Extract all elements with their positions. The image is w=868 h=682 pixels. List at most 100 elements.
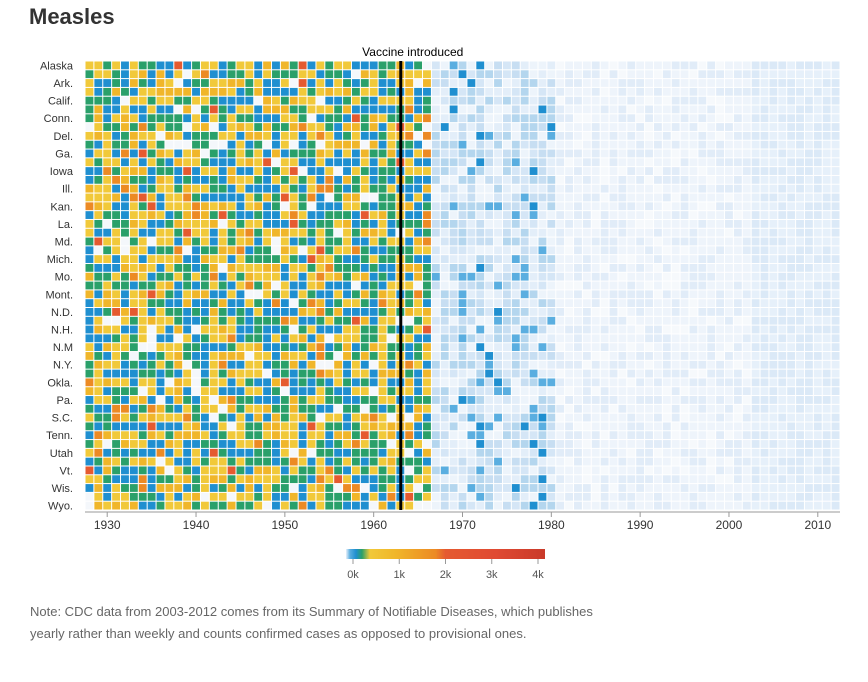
heatmap-cell (698, 263, 707, 272)
heatmap-cell (156, 219, 165, 228)
heatmap-cell (618, 492, 627, 501)
heatmap-cell (494, 272, 502, 281)
heatmap-cell (494, 290, 502, 299)
heatmap-cell (742, 308, 751, 316)
heatmap-cell (520, 114, 529, 123)
heatmap-cell (707, 413, 716, 422)
heatmap-cell (449, 457, 458, 466)
heatmap-cell (94, 237, 103, 246)
heatmap-cell (618, 202, 627, 211)
heatmap-cell (698, 334, 707, 343)
heatmap-cell (574, 290, 582, 299)
heatmap-cell (138, 422, 147, 431)
heatmap-cell (778, 114, 787, 123)
heatmap-cell (209, 448, 218, 457)
heatmap-cell (636, 123, 645, 131)
heatmap-cell (565, 448, 574, 457)
heatmap-cell (280, 484, 289, 492)
heatmap-cell (423, 484, 431, 492)
heatmap-cell (591, 96, 600, 105)
heatmap-cell (733, 202, 742, 211)
heatmap-cell (662, 378, 671, 387)
heatmap-cell (547, 448, 556, 457)
heatmap-cell (254, 325, 263, 334)
heatmap-cell (227, 378, 236, 387)
heatmap-cell (716, 105, 725, 114)
heatmap-cell (831, 501, 840, 510)
heatmap-cell (431, 105, 440, 114)
heatmap-cell (822, 334, 831, 343)
heatmap-cell (476, 175, 485, 184)
heatmap-cell (414, 413, 423, 422)
heatmap-cell (121, 413, 129, 422)
heatmap-cell (423, 263, 431, 272)
heatmap-cell (645, 290, 653, 299)
heatmap-cell (520, 228, 529, 237)
heatmap-cell (653, 457, 662, 466)
heatmap-cell (351, 457, 360, 466)
heatmap-cell (609, 378, 618, 387)
heatmap-cell (822, 175, 831, 184)
heatmap-cell (156, 431, 165, 440)
heatmap-cell (609, 360, 618, 369)
heatmap-cell (449, 167, 458, 175)
heatmap-cell (316, 211, 325, 219)
heatmap-cell (796, 457, 804, 466)
heatmap-cell (556, 343, 565, 352)
heatmap-cell (627, 70, 636, 79)
heatmap-cell (289, 193, 298, 202)
heatmap-cell (769, 378, 778, 387)
heatmap-cell (769, 387, 778, 396)
heatmap-cell (129, 87, 138, 96)
heatmap-cell (636, 413, 645, 422)
heatmap-cell (254, 123, 263, 131)
heatmap-cell (671, 369, 680, 378)
heatmap-cell (245, 387, 254, 396)
heatmap-cell (485, 387, 494, 396)
heatmap-cell (280, 316, 289, 325)
heatmap-cell (476, 290, 485, 299)
heatmap-cell (289, 492, 298, 501)
heatmap-cell (778, 466, 787, 475)
heatmap-cell (298, 440, 307, 448)
heatmap-cell (769, 105, 778, 114)
heatmap-cell (200, 149, 209, 158)
heatmap-cell (529, 404, 538, 413)
heatmap-cell (556, 158, 565, 167)
heatmap-cell (192, 281, 200, 290)
heatmap-cell (778, 255, 787, 263)
heatmap-cell (627, 61, 636, 70)
heatmap-cell (742, 255, 751, 263)
heatmap-cell (529, 193, 538, 202)
heatmap-cell (778, 413, 787, 422)
heatmap-cell (280, 61, 289, 70)
heatmap-cell (245, 290, 254, 299)
heatmap-cell (600, 158, 609, 167)
heatmap-cell (449, 343, 458, 352)
heatmap-cell (689, 492, 698, 501)
heatmap-cell (494, 246, 502, 255)
heatmap-cell (636, 237, 645, 246)
heatmap-cell (192, 158, 200, 167)
heatmap-cell (804, 184, 813, 193)
heatmap-cell (325, 343, 334, 352)
heatmap-cell (565, 422, 574, 431)
heatmap-cell (627, 387, 636, 396)
heatmap-cell (165, 228, 174, 237)
heatmap-cell (760, 237, 769, 246)
heatmap-cell (653, 440, 662, 448)
heatmap-cell (511, 211, 520, 219)
heatmap-cell (458, 413, 467, 422)
heatmap-cell (263, 105, 272, 114)
heatmap-cell (556, 316, 565, 325)
heatmap-cell (787, 131, 796, 140)
heatmap-cell (414, 237, 423, 246)
heatmap-cell (751, 475, 760, 484)
heatmap-cell (653, 396, 662, 404)
heatmap-cell (698, 475, 707, 484)
heatmap-cell (600, 149, 609, 158)
heatmap-cell (138, 387, 147, 396)
heatmap-cell (636, 131, 645, 140)
heatmap-cell (174, 316, 183, 325)
heatmap-cell (733, 369, 742, 378)
